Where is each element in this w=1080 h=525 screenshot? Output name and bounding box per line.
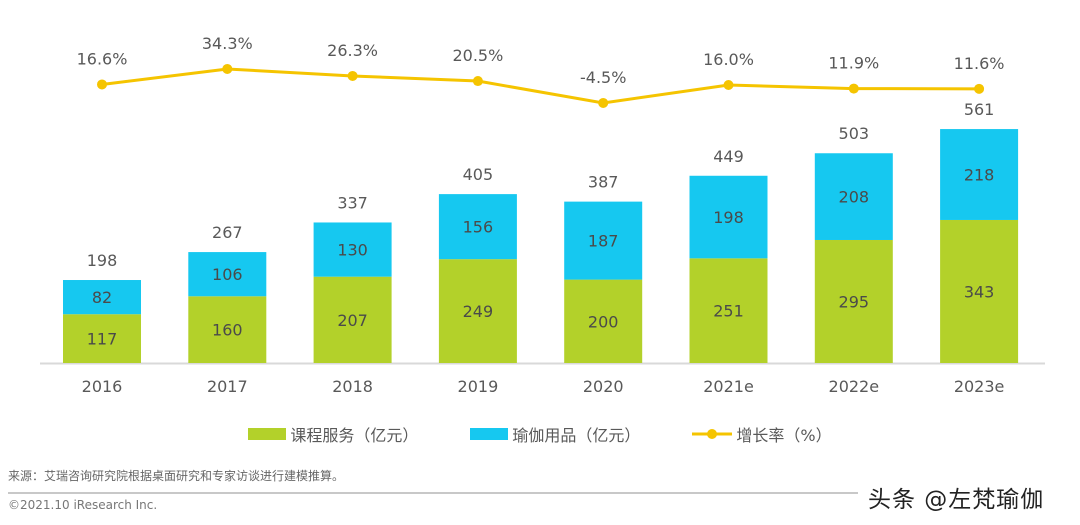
data-label-total: 387 — [588, 173, 619, 192]
bar-course — [313, 276, 392, 363]
growth-point — [598, 97, 609, 108]
bar-products — [564, 201, 643, 280]
bar-course — [438, 259, 517, 363]
bar-course — [689, 258, 768, 363]
growth-point — [472, 76, 483, 87]
bar-course — [940, 219, 1019, 363]
legend-label-course: 课程服务（亿元） — [290, 426, 419, 445]
growth-line — [101, 67, 980, 105]
legend-item-growth: 增长率（%） — [692, 422, 832, 446]
legend-swatch-products — [470, 428, 509, 440]
footer-divider — [8, 492, 858, 494]
bar-course — [188, 296, 267, 363]
growth-label: 34.3% — [202, 34, 253, 53]
bar-products — [63, 280, 141, 315]
data-label-total: 267 — [212, 223, 243, 242]
x-tick-label: 2016 — [82, 377, 123, 396]
growth-point — [848, 83, 859, 94]
legend: 课程服务（亿元） 瑜伽用品（亿元） 增长率（%） — [0, 422, 1080, 446]
data-label-products: 130 — [337, 241, 368, 260]
data-label-total: 449 — [713, 147, 744, 166]
x-tick-label: 2018 — [332, 377, 373, 396]
x-tick-label: 2017 — [207, 377, 248, 396]
data-label-products: 187 — [588, 232, 619, 251]
growth-label: 11.6% — [954, 54, 1005, 73]
legend-label-products: 瑜伽用品（亿元） — [512, 426, 641, 445]
growth-label: 20.5% — [452, 46, 503, 65]
growth-label: 16.6% — [77, 49, 128, 68]
data-label-products: 198 — [713, 208, 744, 227]
copyright: ©2021.10 iResearch Inc. — [8, 498, 158, 512]
x-tick-label: 2021e — [703, 377, 754, 396]
legend-swatch-course — [248, 428, 287, 440]
data-label-course: 117 — [87, 330, 118, 349]
growth-point — [347, 70, 358, 81]
data-label-course: 200 — [588, 312, 619, 331]
bar-products — [313, 222, 392, 277]
bar-products — [689, 175, 768, 259]
data-label-course: 160 — [212, 321, 243, 340]
growth-point — [974, 83, 985, 94]
legend-label-growth: 增长率（%） — [736, 426, 832, 445]
data-label-total: 561 — [964, 100, 995, 119]
growth-label: -4.5% — [580, 68, 626, 87]
data-label-total: 405 — [463, 165, 494, 184]
growth-label: 11.9% — [828, 54, 879, 73]
legend-line-marker-icon — [692, 429, 733, 439]
bar-course — [63, 314, 141, 363]
bar-products — [940, 129, 1019, 220]
data-label-total: 198 — [87, 251, 118, 270]
data-label-products: 106 — [212, 265, 243, 284]
data-label-course: 343 — [964, 282, 995, 301]
legend-item-products: 瑜伽用品（亿元） — [470, 422, 640, 446]
data-label-products: 218 — [964, 166, 995, 185]
data-label-products: 156 — [463, 218, 494, 237]
x-tick-label: 2022e — [829, 377, 880, 396]
data-label-total: 337 — [337, 193, 368, 212]
growth-point — [97, 79, 107, 90]
source-note: 来源：艾瑞咨询研究院根据桌面研究和专家访谈进行建模推算。 — [8, 469, 345, 483]
data-label-course: 295 — [839, 292, 870, 311]
growth-label: 26.3% — [327, 41, 378, 60]
x-tick-label: 2023e — [954, 377, 1005, 396]
data-label-products: 208 — [839, 188, 870, 207]
bar-course — [814, 239, 893, 363]
x-tick-label: 2020 — [583, 377, 624, 396]
data-label-total: 503 — [839, 124, 870, 143]
bar-course — [564, 279, 643, 363]
growth-label: 16.0% — [703, 50, 754, 69]
legend-item-course: 课程服务（亿元） — [248, 422, 418, 446]
growth-point — [222, 63, 233, 74]
data-label-products: 82 — [92, 288, 112, 307]
x-tick-label: 2019 — [458, 377, 499, 396]
bar-products — [188, 252, 267, 297]
data-label-course: 207 — [337, 311, 368, 330]
data-label-course: 249 — [463, 302, 494, 321]
data-label-course: 251 — [713, 302, 744, 321]
watermark: 头条 @左梵瑜伽 — [868, 487, 1045, 513]
growth-point — [723, 79, 734, 90]
bar-products — [814, 153, 893, 240]
bar-products — [438, 194, 517, 260]
